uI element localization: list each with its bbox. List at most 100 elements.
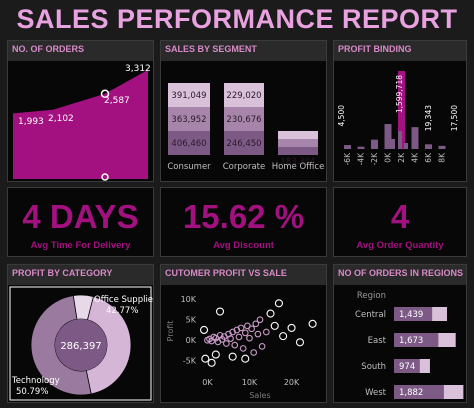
binding-axis-tick: 6K [424,152,433,163]
scatter-point [254,330,262,338]
scatter-point [250,349,258,356]
customer-profit-panel-title: CUTOMER PROFIT VS SALE [165,268,287,278]
customer-profit-panel: CUTOMER PROFIT VS SALE 10K 5K 0K -5K 0K 10K 20… [160,264,327,403]
scatter-point [258,343,266,350]
regions-category-label: Central [355,310,386,320]
segment-panel-title: SALES BY SEGMENT [165,44,257,54]
report-title: SALES PERFORMANCE REPORT [16,4,458,34]
regions-bar-segment [419,359,430,373]
orders-panel: NO. OF ORDERS 1,993 2,102 2,587 3,312 [7,40,154,182]
profit-binding-panel-title: PROFIT BINDING [338,44,412,54]
regions-bar-segment [438,333,456,347]
orders-value-label: 3,312 [125,64,151,74]
binding-bar [398,131,402,149]
binding-axis-tick: 2K [397,152,406,163]
regions-bar-segment [443,385,464,399]
scatter-point [228,352,237,361]
regions-category-label: South [361,362,386,372]
scatter-point [235,333,243,341]
donut-slice-label: 50.79% [16,387,48,397]
kpi-delivery-label: Avg Time For Delivery [30,240,131,251]
segment-value-label: 230,676 [226,115,261,125]
segment-value-label: 183,304 [280,157,315,167]
orders-area-chart: 1,993 2,102 2,587 3,312 [13,64,151,181]
kpi-quantity-value: 4 [390,198,410,235]
donut-slice-name: Technology [11,376,60,386]
segment-category-label: Corporate [223,162,266,172]
binding-axis-tick: -4K [357,152,366,165]
scatter-point [248,325,255,333]
segment-bar-1 [224,107,264,131]
kpi-delivery-panel: 4 DAYS Avg Time For Delivery [7,187,154,257]
segment-value-label: 229,020 [226,91,261,101]
scatter-point [211,350,220,359]
binding-bar [357,146,365,149]
segment-panel-header: SALES BY SEGMENT [161,41,326,61]
scatter-point [237,324,245,332]
segment-value-label: 363,952 [171,115,206,125]
segment-bar-extra [278,139,318,147]
scatter-point [207,358,216,367]
regions-value-label: 1,439 [399,310,423,320]
segment-bar-0 [224,131,264,155]
binding-axis-tick: 8K [438,152,447,163]
scatter-y-tick: 5K [186,316,197,325]
scatter-point [215,307,225,316]
regions-panel-title: NO OF ORDERS IN REGIONS [338,268,464,278]
scatter-y-tick: -5K [183,357,197,366]
orders-baseline-marker [101,173,109,181]
segment-bar-2 [168,83,210,107]
donut-slice-label: 42.77% [106,306,138,316]
kpi-quantity-panel: 4 Avg Order Quantity [333,187,467,257]
binding-bar [438,145,446,149]
segment-bar-0 [278,147,318,155]
segment-panel: SALES BY SEGMENT 406,460 363,952 391,049 Co… [160,40,327,182]
scatter-point [227,335,234,342]
donut-center [55,319,107,371]
scatter-point [262,328,270,336]
binding-bar [425,144,432,149]
binding-bar [391,139,395,149]
binding-value-label: 19,343 [424,105,433,131]
scatter-point [231,341,239,349]
regions-category-label: East [368,336,387,346]
orders-value-label: 2,587 [104,96,130,106]
binding-axis-tick: -2K [370,152,379,165]
scatter-x-tick: 20K [284,378,300,387]
segment-value-label: 406,460 [171,139,206,149]
scatter-point [201,354,210,363]
profit-binding-panel: PROFIT BINDING -6K -4K -2K 0K 2K 4K 6K 8K 4,500 1… [333,40,467,182]
scatter-x-label: Sales [249,391,270,400]
scatter-point [270,321,279,330]
segment-bar-1 [168,107,210,131]
scatter-x-tick: 10K [242,378,258,387]
binding-bar [371,139,378,149]
scatter-point [308,319,317,328]
scatter-point [241,354,250,363]
segment-value-label: 391,049 [171,91,206,101]
profit-category-panel: PROFIT BY CATEGORY 286,397 Office Supplie… [7,264,154,403]
segment-category-label: Consumer [167,162,211,172]
orders-point-marker [100,89,110,99]
binding-bar [404,143,408,149]
orders-area [13,69,148,179]
binding-axis-tick: 4K [411,152,420,163]
scatter-point [246,334,253,342]
segment-bar-2 [224,83,264,107]
regions-value-label: 1,673 [399,336,423,346]
binding-value-label: 1,599,718 [395,75,404,113]
regions-category-label: West [365,388,387,398]
scatter-y-label: Profit [166,321,175,342]
kpi-quantity-label: Avg Order Quantity [356,240,444,251]
binding-bar [384,124,392,149]
scatter-point [241,329,249,337]
kpi-delivery-value: 4 DAYS [22,198,139,235]
customer-profit-panel-header: CUTOMER PROFIT VS SALE [161,265,326,285]
customer-profit-scatter-chart: 10K 5K 0K -5K 0K 10K 20K Profit Sales [166,295,317,400]
scatter-point [222,340,230,347]
scatter-point [287,323,296,332]
scatter-y-tick: 0K [186,336,197,345]
binding-axis-tick: -6K [343,152,352,165]
binding-value-label: 17,500 [450,105,459,131]
scatter-point [252,320,260,328]
